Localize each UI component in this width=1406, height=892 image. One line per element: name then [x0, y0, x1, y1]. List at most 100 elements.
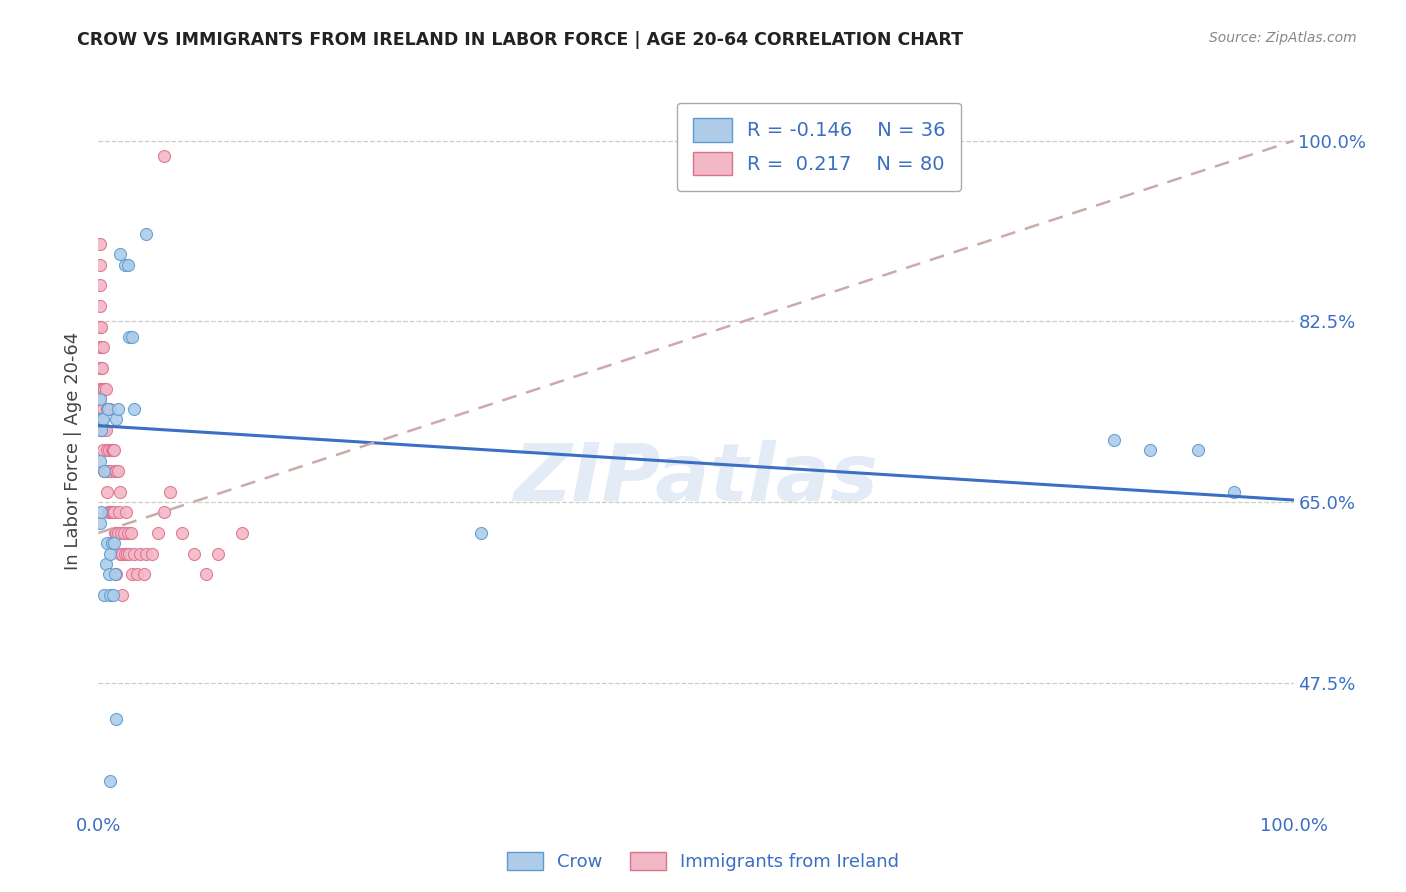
Point	[101, 505, 124, 519]
Point	[97, 505, 120, 519]
Point	[141, 547, 163, 561]
Point	[98, 773, 122, 788]
Point	[153, 505, 176, 519]
Point	[89, 392, 111, 406]
Point	[94, 464, 117, 478]
Point	[107, 526, 129, 541]
Point	[110, 526, 132, 541]
Point	[1104, 433, 1126, 447]
Point	[470, 526, 492, 541]
Point	[89, 516, 111, 530]
Point	[89, 278, 111, 293]
Point	[98, 402, 122, 417]
Text: CROW VS IMMIGRANTS FROM IRELAND IN LABOR FORCE | AGE 20-64 CORRELATION CHART: CROW VS IMMIGRANTS FROM IRELAND IN LABOR…	[77, 31, 963, 49]
Point	[89, 392, 111, 406]
Point	[100, 536, 122, 550]
Point	[98, 443, 121, 458]
Point	[89, 340, 111, 354]
Point	[89, 423, 111, 437]
Point	[112, 526, 135, 541]
Text: Source: ZipAtlas.com: Source: ZipAtlas.com	[1209, 31, 1357, 45]
Point	[100, 443, 122, 458]
Point	[98, 588, 122, 602]
Point	[114, 258, 136, 272]
Point	[89, 237, 111, 252]
Point	[89, 360, 111, 375]
Point	[97, 402, 120, 417]
Point	[93, 464, 115, 478]
Point	[105, 526, 128, 541]
Point	[90, 319, 112, 334]
Point	[89, 412, 111, 426]
Point	[104, 464, 127, 478]
Point	[98, 547, 122, 561]
Point	[107, 464, 129, 478]
Point	[118, 547, 141, 561]
Point	[89, 299, 111, 313]
Point	[101, 443, 124, 458]
Point	[91, 412, 114, 426]
Point	[121, 567, 143, 582]
Point	[98, 464, 122, 478]
Point	[132, 567, 155, 582]
Point	[105, 712, 128, 726]
Point	[97, 464, 120, 478]
Point	[98, 505, 121, 519]
Point	[90, 382, 112, 396]
Point	[89, 258, 111, 272]
Point	[183, 547, 205, 561]
Point	[104, 567, 127, 582]
Point	[124, 547, 146, 561]
Point	[117, 526, 139, 541]
Point	[100, 505, 122, 519]
Point	[129, 547, 152, 561]
Point	[195, 567, 218, 582]
Point	[124, 402, 146, 417]
Point	[148, 526, 170, 541]
Point	[91, 443, 114, 458]
Point	[153, 149, 176, 163]
Y-axis label: In Labor Force | Age 20-64: In Labor Force | Age 20-64	[65, 331, 83, 570]
Point	[93, 423, 115, 437]
Point	[96, 402, 118, 417]
Point	[94, 557, 117, 571]
Text: ZIPatlas: ZIPatlas	[513, 441, 879, 518]
Point	[111, 588, 134, 602]
Point	[93, 464, 115, 478]
Point	[94, 423, 117, 437]
Point	[1187, 443, 1209, 458]
Point	[172, 526, 194, 541]
Point	[96, 536, 118, 550]
Point	[101, 588, 124, 602]
Point	[91, 412, 114, 426]
Point	[108, 547, 131, 561]
Point	[135, 227, 157, 241]
Point	[90, 505, 112, 519]
Point	[91, 402, 114, 417]
Legend: Crow, Immigrants from Ireland: Crow, Immigrants from Ireland	[499, 845, 907, 879]
Point	[91, 340, 114, 354]
Point	[105, 412, 128, 426]
Point	[96, 443, 118, 458]
Point	[103, 536, 125, 550]
Point	[103, 505, 125, 519]
Point	[117, 258, 139, 272]
Point	[93, 588, 115, 602]
Point	[89, 454, 111, 468]
Point	[115, 505, 138, 519]
Point	[108, 484, 131, 499]
Point	[90, 402, 112, 417]
Point	[121, 330, 143, 344]
Point	[91, 423, 114, 437]
Point	[98, 505, 122, 519]
Point	[115, 547, 138, 561]
Point	[125, 567, 148, 582]
Point	[1223, 484, 1246, 499]
Point	[91, 402, 114, 417]
Point	[94, 382, 117, 396]
Point	[118, 330, 141, 344]
Point	[90, 423, 112, 437]
Point	[108, 247, 131, 261]
Point	[1139, 443, 1161, 458]
Point	[89, 382, 111, 396]
